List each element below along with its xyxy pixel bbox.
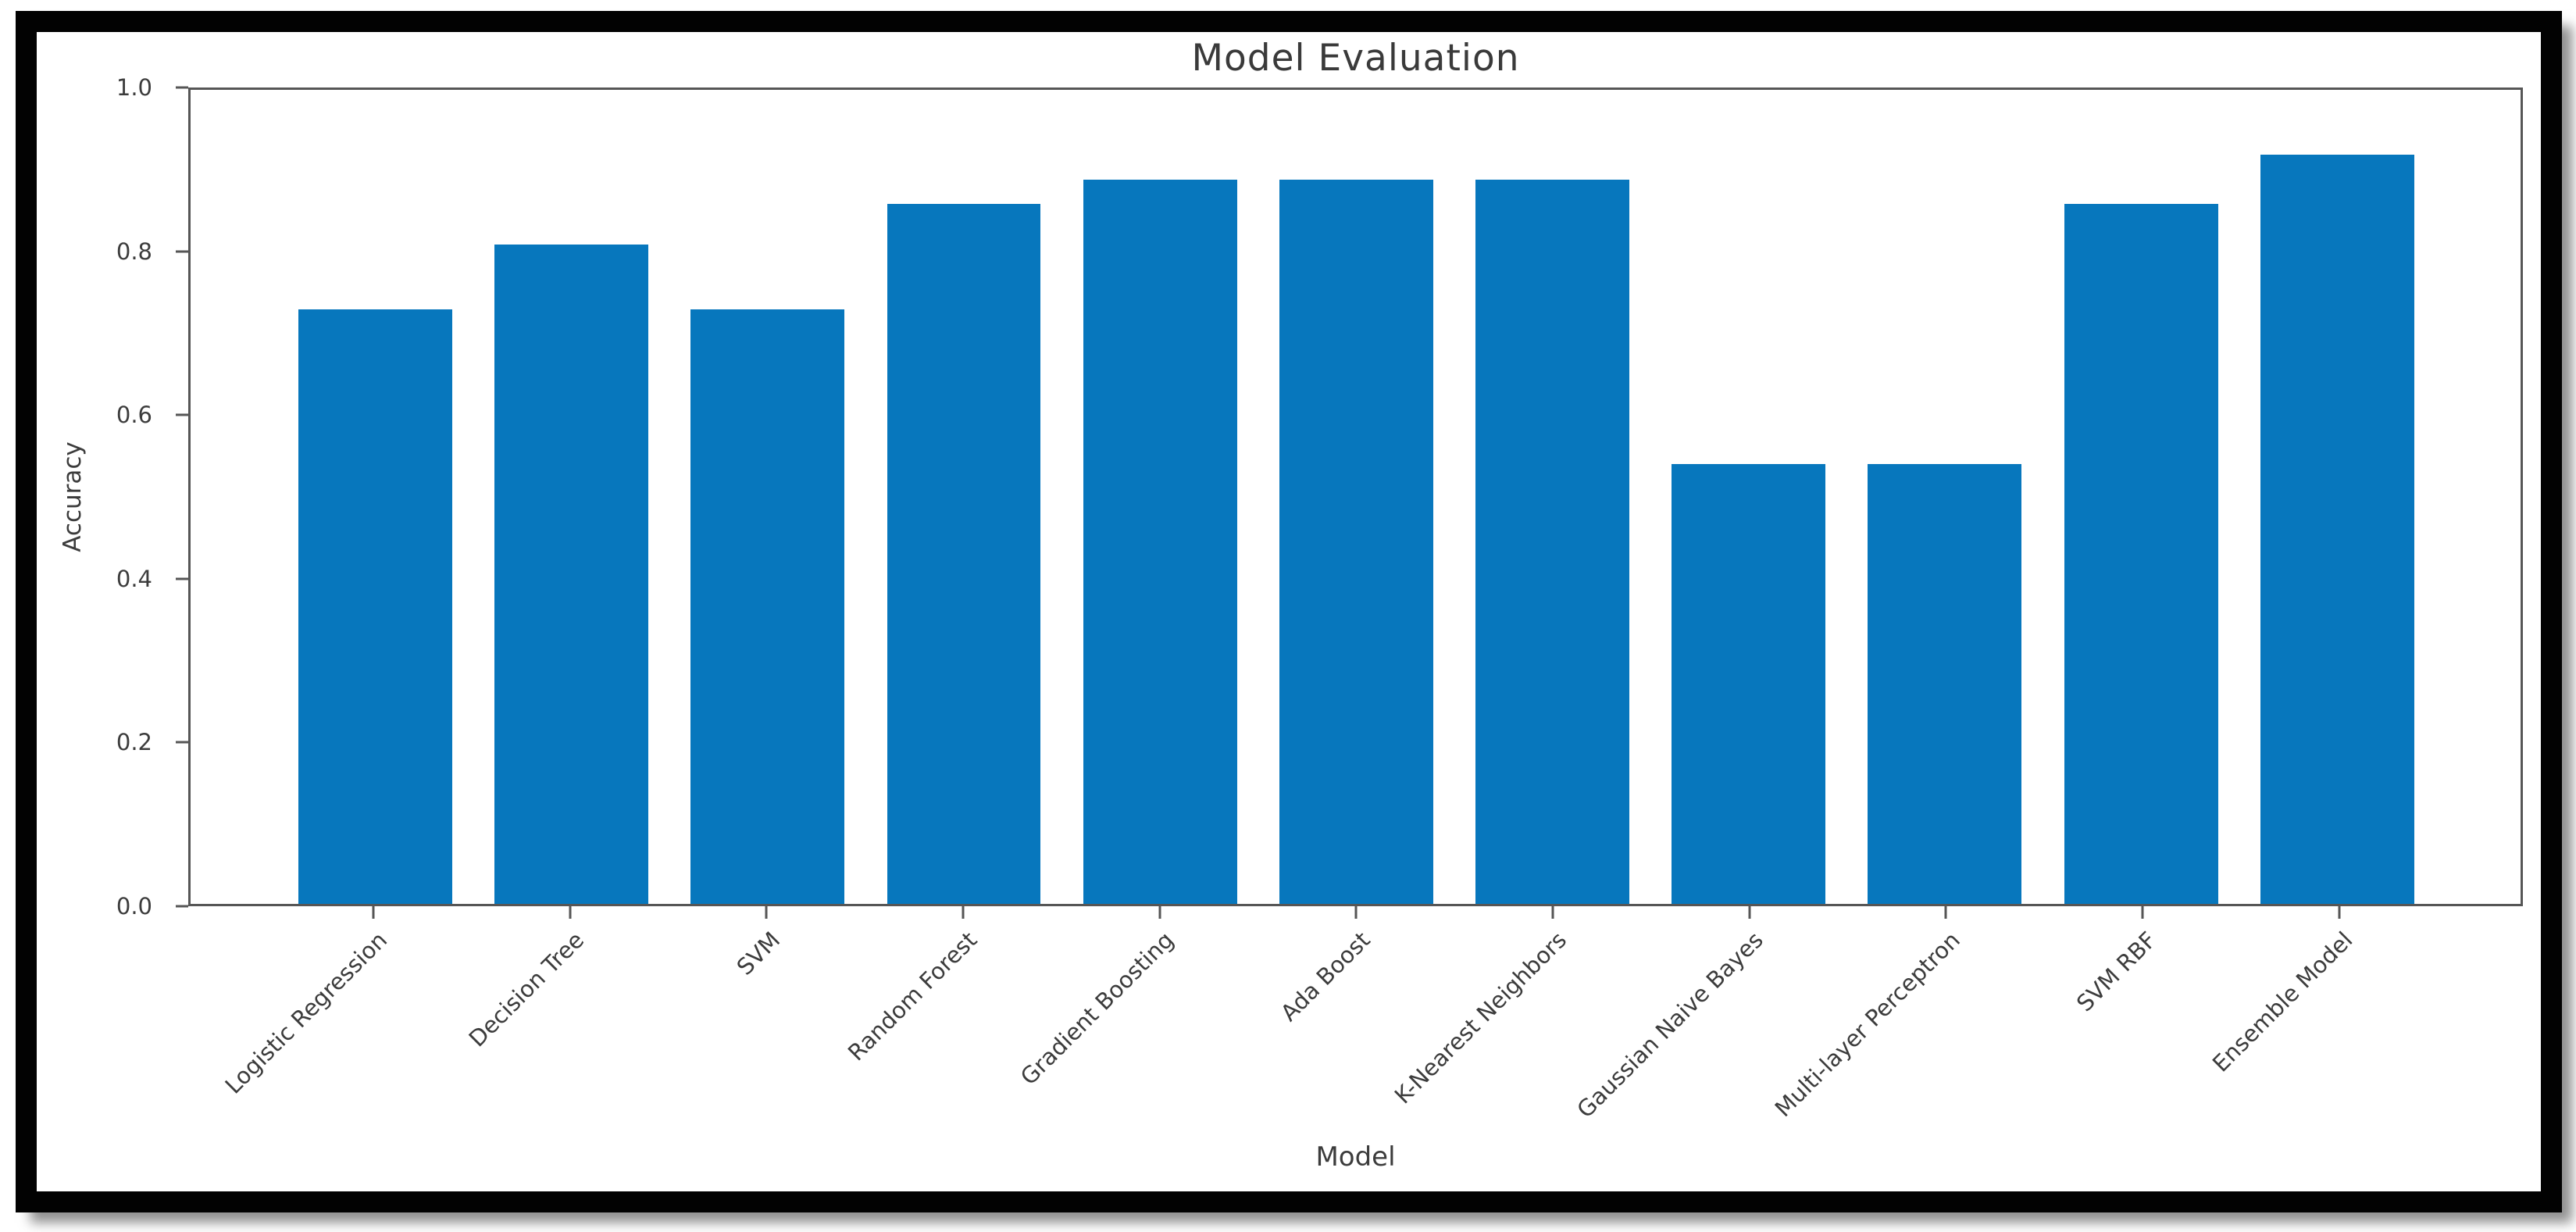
bar — [887, 203, 1041, 904]
x-tick-label: Multi-layer Perceptron — [1769, 927, 1965, 1123]
y-tick-label: 0.2 — [116, 729, 152, 756]
y-tick-label: 0.8 — [116, 237, 152, 265]
bar — [690, 309, 845, 904]
y-axis: 0.0 0.2 0.4 0.6 0.8 1.0 — [37, 74, 188, 920]
x-tick-label: Random Forest — [842, 927, 983, 1066]
bar — [1279, 179, 1433, 904]
x-tick-label: Logistic Regression — [219, 927, 393, 1099]
x-tick-mark — [1551, 906, 1554, 919]
x-axis-label: Model — [1315, 1141, 1396, 1173]
x-tick-label: Gaussian Naive Bayes — [1572, 927, 1768, 1123]
x-axis: Logistic Regression Decision Tree SVM Rando… — [188, 906, 2523, 1187]
x-tick-mark — [1748, 906, 1751, 919]
bar — [1083, 179, 1237, 904]
x-tick-mark — [569, 906, 572, 919]
y-tick-label: 1.0 — [116, 74, 152, 101]
x-tick-mark — [1354, 906, 1358, 919]
x-tick-mark — [372, 906, 375, 919]
bar — [494, 244, 649, 904]
bar — [298, 309, 452, 904]
bar — [2260, 155, 2414, 904]
bar — [1475, 179, 1629, 904]
y-tick-label: 0.4 — [116, 565, 152, 592]
x-tick-label: K-Nearest Neighbors — [1389, 927, 1572, 1109]
x-tick-mark — [1158, 906, 1161, 919]
x-tick-mark — [962, 906, 965, 919]
y-tick-mark — [176, 86, 188, 89]
y-tick-mark — [176, 577, 188, 580]
bar — [2064, 203, 2218, 904]
x-tick-label: Ensemble Model — [2207, 927, 2358, 1077]
plot-area — [188, 87, 2523, 906]
x-tick-label: Ada Boost — [1275, 927, 1375, 1027]
x-tick-mark — [765, 906, 768, 919]
x-tick-mark — [2141, 906, 2144, 919]
y-tick-mark — [176, 741, 188, 744]
y-tick-mark — [176, 413, 188, 416]
x-tick-label: Gradient Boosting — [1015, 927, 1179, 1091]
y-tick-mark — [176, 905, 188, 908]
x-tick-mark — [1944, 906, 1947, 919]
chart-frame: Model Evaluation Accuracy 0.0 0.2 0.4 0.6 0.… — [16, 11, 2562, 1212]
y-tick-mark — [176, 250, 188, 253]
x-tick-label: SVM — [731, 927, 786, 980]
bar — [1672, 464, 1826, 904]
y-tick-label: 0.6 — [116, 402, 152, 429]
bar — [1868, 464, 2022, 904]
chart-title: Model Evaluation — [1191, 37, 1520, 80]
figure-canvas: Model Evaluation Accuracy 0.0 0.2 0.4 0.6 0.… — [37, 32, 2541, 1191]
y-tick-label: 0.0 — [116, 893, 152, 920]
x-tick-label: Decision Tree — [463, 927, 589, 1052]
x-tick-mark — [2338, 906, 2341, 919]
x-tick-label: SVM RBF — [2071, 927, 2162, 1017]
